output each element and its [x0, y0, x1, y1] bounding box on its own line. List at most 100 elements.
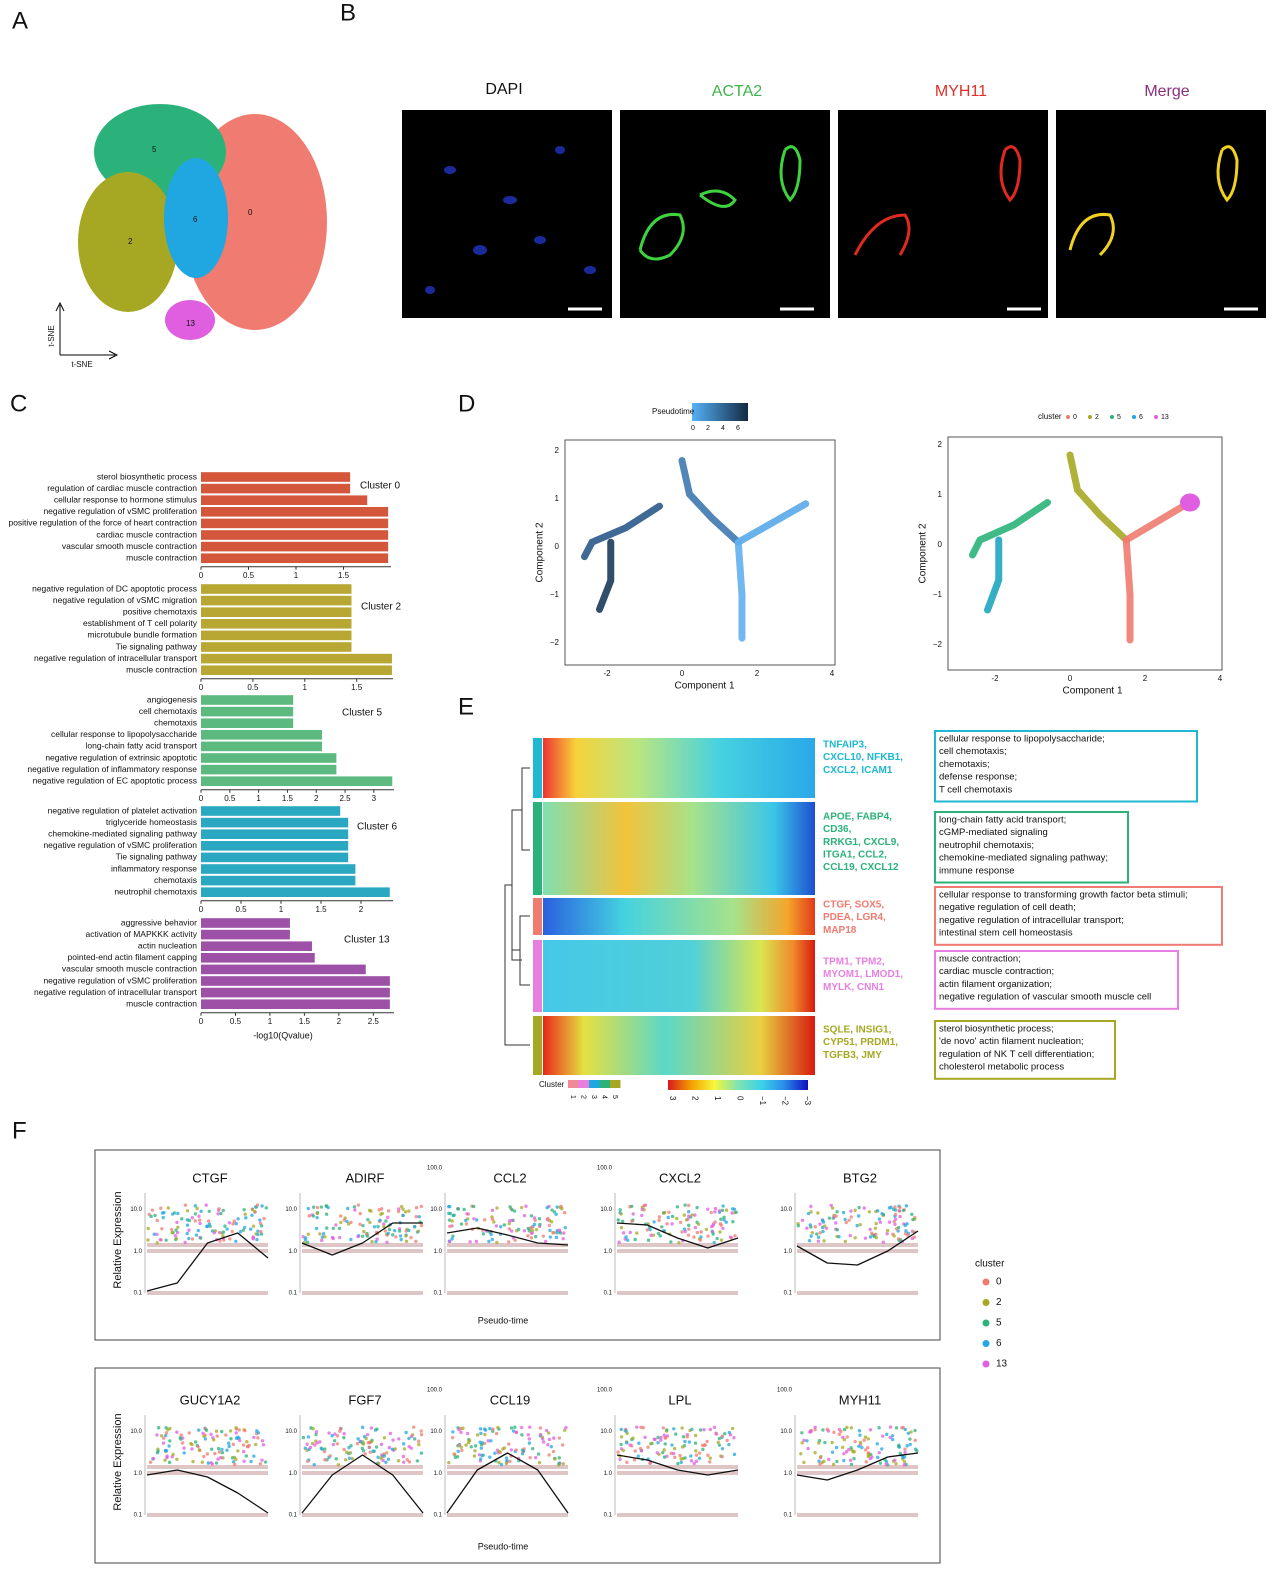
point — [469, 1445, 473, 1449]
point — [800, 1218, 805, 1223]
point — [547, 1223, 552, 1228]
point — [197, 1214, 201, 1218]
point — [175, 1230, 180, 1235]
point — [696, 1222, 701, 1226]
point — [488, 1455, 492, 1459]
point — [231, 1460, 236, 1464]
point — [908, 1437, 912, 1441]
trend-curve — [301, 1454, 424, 1514]
point — [892, 1234, 896, 1238]
point-band — [302, 1513, 423, 1517]
point — [231, 1222, 235, 1226]
point — [541, 1437, 545, 1441]
x-tick-label: 0.5 — [235, 905, 247, 914]
point — [837, 1432, 842, 1437]
point — [870, 1455, 874, 1459]
point — [719, 1217, 723, 1221]
point — [642, 1203, 647, 1208]
point — [902, 1463, 906, 1467]
point — [708, 1460, 712, 1464]
point — [712, 1240, 716, 1245]
colorbar — [668, 1080, 808, 1090]
bar-label: regulation of cardiac muscle contraction — [47, 483, 197, 493]
image — [402, 110, 612, 318]
chart-title: Cluster 6 — [357, 822, 397, 833]
point — [678, 1453, 682, 1458]
bar-label: negative regulation of vSMC migration — [53, 595, 197, 605]
point — [858, 1440, 863, 1445]
point — [150, 1208, 155, 1212]
point — [552, 1231, 556, 1235]
point — [185, 1231, 189, 1236]
point — [827, 1457, 831, 1462]
point — [705, 1439, 709, 1444]
point — [417, 1442, 421, 1447]
y-tick-label: 1.0 — [784, 1471, 793, 1477]
point — [689, 1454, 693, 1458]
point — [399, 1237, 403, 1242]
point — [209, 1447, 214, 1451]
legend-swatch — [982, 1340, 990, 1347]
point — [216, 1457, 220, 1461]
gene-label: TNFAIP3, — [823, 740, 867, 751]
point — [407, 1209, 411, 1213]
point — [251, 1235, 255, 1239]
point — [704, 1227, 709, 1232]
point — [385, 1451, 389, 1455]
point — [710, 1224, 714, 1229]
legend-title: cluster — [1038, 412, 1062, 421]
point — [874, 1221, 878, 1226]
point — [201, 1431, 205, 1435]
gene-label: CXCL10, NFKB1, — [823, 752, 903, 763]
point — [148, 1460, 153, 1464]
point — [888, 1435, 892, 1440]
point — [539, 1433, 543, 1437]
point — [874, 1235, 879, 1240]
y-tick-label: −2 — [550, 638, 560, 647]
point — [256, 1436, 260, 1440]
point — [183, 1203, 188, 1207]
point — [259, 1229, 263, 1234]
point — [662, 1433, 666, 1437]
legend-swatch — [982, 1299, 990, 1306]
point — [909, 1430, 913, 1434]
point — [901, 1208, 906, 1213]
point — [545, 1205, 549, 1210]
point — [816, 1211, 820, 1215]
point — [379, 1207, 384, 1211]
point — [808, 1223, 812, 1227]
point — [913, 1438, 917, 1443]
point — [190, 1447, 194, 1451]
point — [196, 1228, 200, 1233]
point — [890, 1437, 895, 1442]
point — [732, 1207, 737, 1211]
point — [894, 1462, 898, 1466]
point — [376, 1224, 380, 1229]
gene-label: TPM1, TPM2, — [823, 957, 885, 968]
y-tick-label: 1.0 — [604, 1249, 613, 1255]
bar — [201, 730, 322, 740]
point — [550, 1208, 554, 1212]
gene-label: CYP51, PRDM1, — [823, 1037, 898, 1048]
point — [459, 1430, 463, 1435]
point-band — [617, 1291, 738, 1295]
point-band — [447, 1249, 568, 1253]
point — [160, 1227, 164, 1231]
point — [325, 1226, 329, 1230]
trajectory: Pseudotime cluster — [564, 403, 1223, 671]
point-band — [617, 1249, 738, 1253]
point — [844, 1220, 848, 1225]
point — [661, 1450, 665, 1455]
point — [548, 1228, 552, 1233]
point — [488, 1426, 492, 1431]
point — [496, 1425, 500, 1430]
bar-label: negative regulation of vSMC proliferatio… — [43, 506, 197, 516]
point — [809, 1210, 813, 1214]
point — [670, 1214, 675, 1219]
point — [220, 1447, 224, 1452]
panel-title: CCL2 — [493, 1170, 526, 1185]
point — [898, 1205, 902, 1210]
point — [258, 1462, 263, 1466]
point — [474, 1239, 479, 1244]
point — [315, 1215, 319, 1220]
